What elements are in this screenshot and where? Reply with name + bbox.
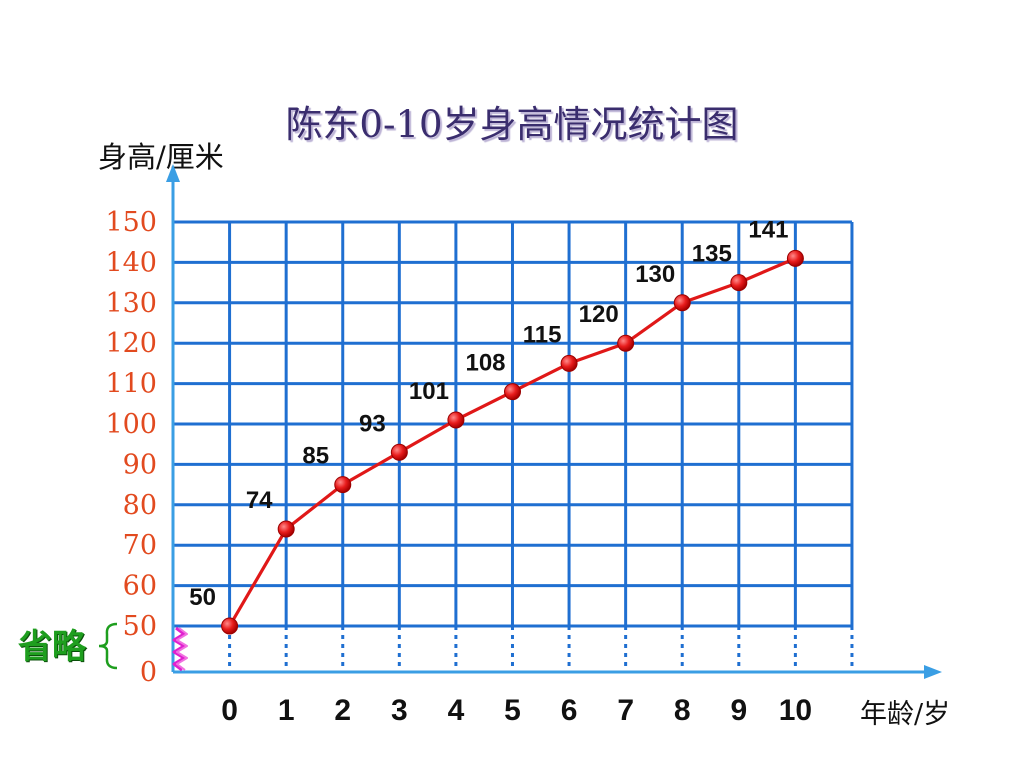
data-point <box>730 274 748 292</box>
x-axis-arrow <box>924 665 942 679</box>
y-tick-label: 150 <box>105 207 157 238</box>
axes <box>98 164 942 679</box>
y-tick-label: 50 <box>123 611 157 642</box>
data-label: 115 <box>523 321 562 348</box>
chart-title: 陈东0-10岁身高情况统计图 <box>285 103 739 146</box>
y-tick-label: 120 <box>105 328 157 359</box>
x-tick-label: 1 <box>278 694 295 727</box>
x-tick-label: 10 <box>779 694 812 727</box>
y-tick-label: 130 <box>105 288 157 319</box>
data-point <box>334 476 352 494</box>
x-tick-labels: 0 1 2 3 4 5 6 7 8 9 10 <box>221 694 812 727</box>
y-tick-label: 140 <box>105 247 157 278</box>
data-label: 108 <box>465 350 505 377</box>
data-label: 93 <box>359 410 386 437</box>
y-tick-label: 70 <box>123 530 157 561</box>
data-point <box>277 520 295 538</box>
axis-break-icon <box>172 626 186 672</box>
y-tick-labels: 150 140 130 120 110 100 90 80 70 60 50 0 <box>105 207 157 688</box>
data-label: 74 <box>246 487 273 514</box>
data-label: 120 <box>579 301 619 328</box>
y-tick-label: 60 <box>123 571 157 602</box>
data-label: 135 <box>692 241 732 268</box>
axis-break-label: 省略 <box>18 627 86 667</box>
data-point <box>786 249 804 267</box>
brace-icon <box>98 622 118 670</box>
y-axis-arrow <box>166 164 180 182</box>
x-tick-label: 5 <box>504 694 521 727</box>
x-tick-label: 6 <box>561 694 578 727</box>
x-tick-label: 3 <box>391 694 408 727</box>
x-tick-label: 9 <box>730 694 747 727</box>
data-label: 141 <box>748 216 788 243</box>
data-label: 130 <box>635 261 675 288</box>
data-point <box>447 411 465 429</box>
y-tick-label: 100 <box>105 409 157 440</box>
x-axis-label: 年龄/岁 <box>860 699 951 730</box>
x-tick-label: 8 <box>674 694 691 727</box>
data-point <box>504 383 521 401</box>
axis-break-icon <box>176 627 188 671</box>
x-tick-label: 4 <box>448 694 465 727</box>
data-label: 50 <box>189 584 216 611</box>
data-label: 85 <box>302 443 329 470</box>
data-point <box>560 354 578 372</box>
data-point <box>673 294 691 312</box>
data-point <box>617 334 635 352</box>
y-tick-label: 110 <box>105 369 157 400</box>
data-label: 101 <box>409 378 449 405</box>
grid <box>173 220 854 672</box>
x-tick-label: 0 <box>221 694 238 727</box>
y-axis-label: 身高/厘米 <box>98 140 224 174</box>
y-tick-label: 90 <box>123 449 157 480</box>
y-tick-label: 0 <box>140 657 157 688</box>
y-tick-label: 80 <box>123 490 157 521</box>
x-tick-label: 7 <box>617 694 634 727</box>
data-point <box>221 617 239 635</box>
data-point <box>390 443 408 461</box>
x-tick-label: 2 <box>334 694 351 727</box>
series: 50 74 85 93 101 108 115 120 130 135 141 <box>189 216 804 635</box>
